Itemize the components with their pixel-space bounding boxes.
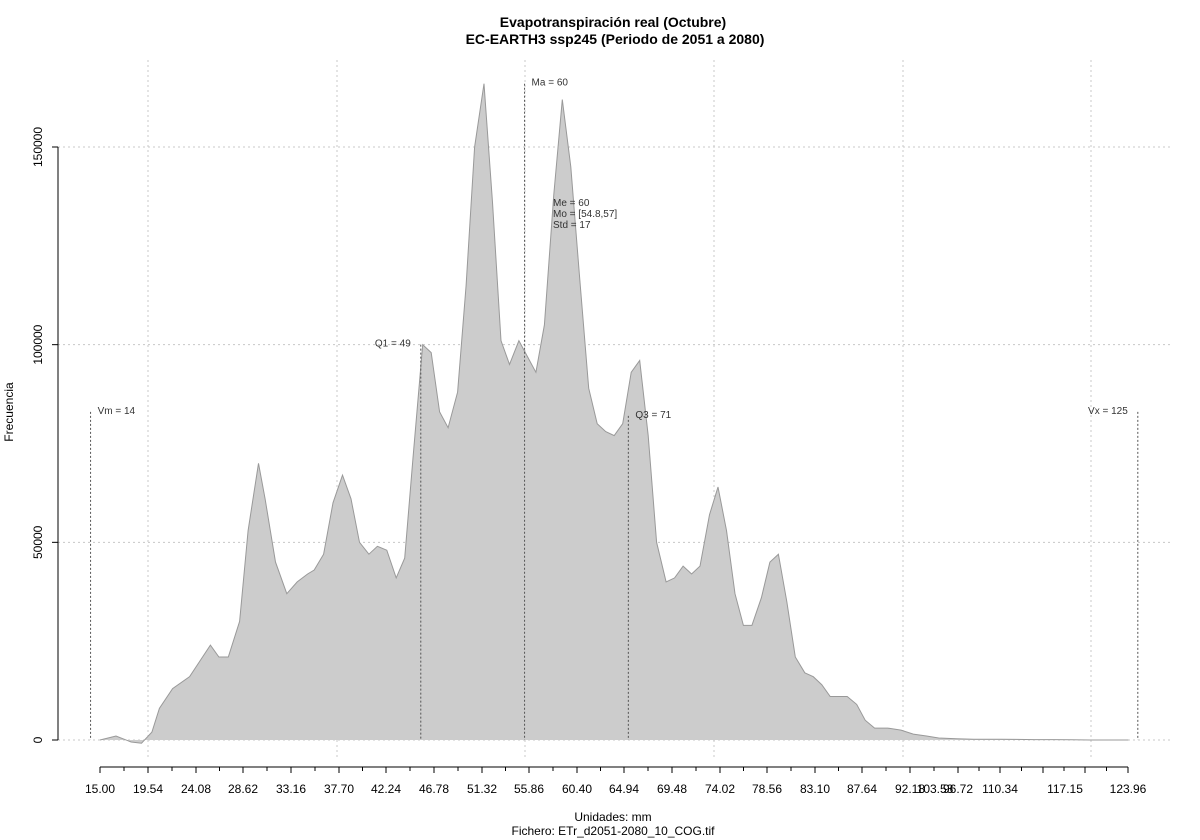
y-axis-label: Frecuencia — [2, 382, 16, 442]
x-tick-label-17: 92.18 — [895, 782, 925, 796]
file-caption: Fichero: ETr_d2051-2080_10_COG.tif — [512, 824, 716, 838]
x-tick-label-6: 42.24 — [371, 782, 401, 796]
x-tick-label-12: 69.48 — [657, 782, 687, 796]
x-tick-label-9: 55.86 — [514, 782, 544, 796]
x-axis-label: Unidades: mm — [574, 810, 651, 824]
stat-label-vm: Vm = 14 — [98, 406, 136, 417]
frequency-area — [100, 83, 1129, 744]
y-tick-label-2: 100000 — [31, 324, 45, 364]
x-tick-label-22: 123.96 — [1110, 782, 1147, 796]
y-tick-label-3: 150000 — [31, 127, 45, 167]
x-tick-label-15: 83.10 — [800, 782, 830, 796]
stats-box: Me = 60 Mo = [54.8,57] Std = 17 — [553, 198, 617, 231]
stat-mode-label: Mo = [54.8,57] — [553, 209, 617, 220]
x-tick-label-13: 74.02 — [705, 782, 735, 796]
stat-label-q3: Q3 = 71 — [635, 410, 671, 421]
x-tick-label-0: 15.00 — [85, 782, 115, 796]
x-tick-label-19: 103.53 — [917, 782, 954, 796]
chart-subtitle: EC-EARTH3 ssp245 (Periodo de 2051 a 2080… — [466, 31, 765, 47]
y-ticks: 0 50000 100000 150000 — [31, 127, 58, 743]
x-tick-label-10: 60.40 — [562, 782, 592, 796]
chart-title: Evapotranspiración real (Octubre) — [500, 14, 726, 30]
stat-markers: Vm = 14 Q1 = 49 Ma = 60 Q3 = 71 Vx = 125 — [90, 78, 1139, 740]
stat-label-q1: Q1 = 49 — [375, 339, 411, 350]
x-tick-label-4: 33.16 — [276, 782, 306, 796]
y-tick-label-0: 0 — [31, 736, 45, 743]
x-tick-label-18: 96.72 — [943, 782, 973, 796]
x-tick-label-21: 117.15 — [1047, 782, 1083, 796]
stat-std-label: Std = 17 — [553, 220, 591, 231]
x-tick-label-2: 24.08 — [181, 782, 211, 796]
x-tick-label-7: 46.78 — [419, 782, 449, 796]
x-tick-label-5: 37.70 — [324, 782, 354, 796]
x-tick-label-20: 110.34 — [982, 782, 1018, 796]
x-tick-label-1: 19.54 — [133, 782, 163, 796]
x-tick-label-11: 64.94 — [609, 782, 639, 796]
frequency-line — [99, 83, 1129, 744]
stat-label-ma: Ma = 60 — [532, 78, 569, 89]
x-tick-label-3: 28.62 — [228, 782, 258, 796]
plot-area — [99, 83, 1129, 744]
x-tick-label-16: 87.64 — [847, 782, 877, 796]
stat-label-vx: Vx = 125 — [1088, 406, 1128, 417]
x-ticks: 15.00 19.54 24.08 28.62 33.16 37.70 42.24 46.78… — [85, 767, 1147, 796]
axes — [57, 147, 1128, 768]
y-tick-label-1: 50000 — [31, 525, 45, 559]
x-tick-label-14: 78.56 — [752, 782, 782, 796]
stat-median-label: Me = 60 — [553, 198, 590, 209]
x-tick-label-8: 51.32 — [467, 782, 497, 796]
